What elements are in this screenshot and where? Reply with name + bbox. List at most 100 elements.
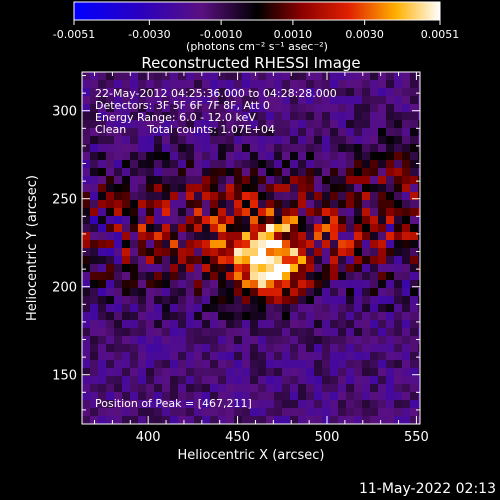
y-tick-label: 200 <box>52 281 77 296</box>
heatmap-cell <box>290 288 299 297</box>
heatmap-cell <box>194 120 203 129</box>
heatmap-cell <box>418 160 420 169</box>
heatmap-cell <box>306 376 315 385</box>
heatmap-cell <box>418 144 420 153</box>
heatmap-cell <box>322 208 331 217</box>
heatmap-cell <box>146 104 155 113</box>
heatmap-cell <box>290 320 299 329</box>
heatmap-cell <box>282 184 291 193</box>
heatmap-cell <box>202 208 211 217</box>
heatmap-cell <box>234 136 243 145</box>
heatmap-cell <box>138 288 147 297</box>
heatmap-cell <box>314 408 323 417</box>
heatmap-cell <box>330 128 339 137</box>
heatmap-cell <box>282 280 291 289</box>
heatmap-cell <box>98 112 107 121</box>
heatmap-cell <box>90 328 99 337</box>
heatmap-cell <box>242 96 251 105</box>
heatmap-cell <box>370 344 379 353</box>
heatmap-cell <box>194 208 203 217</box>
heatmap-cell <box>274 304 283 313</box>
heatmap-cell <box>146 328 155 337</box>
heatmap-cell <box>402 296 411 305</box>
heatmap-cell <box>82 192 91 201</box>
heatmap-cell <box>282 120 291 129</box>
annotation-time-range: 22-May-2012 04:25:36.000 to 04:28:28.000 <box>95 87 337 100</box>
heatmap-cell <box>130 136 139 145</box>
heatmap-cell <box>114 168 123 177</box>
heatmap-cell <box>306 112 315 121</box>
heatmap-cell <box>130 296 139 305</box>
heatmap-cell <box>370 208 379 217</box>
heatmap-cell <box>354 368 363 377</box>
heatmap-cell <box>362 192 371 201</box>
heatmap-cell <box>418 200 420 209</box>
heatmap-cell <box>106 360 115 369</box>
heatmap-cell <box>394 304 403 313</box>
heatmap-cell <box>314 240 323 249</box>
heatmap-cell <box>386 408 395 417</box>
heatmap-cell <box>170 336 179 345</box>
heatmap-cell <box>274 312 283 321</box>
heatmap-cell <box>194 104 203 113</box>
heatmap-cell <box>226 96 235 105</box>
heatmap-cell <box>162 304 171 313</box>
heatmap-cell <box>322 72 331 81</box>
heatmap-cell <box>250 416 259 424</box>
heatmap-cell <box>410 136 419 145</box>
heatmap-cell <box>274 120 283 129</box>
heatmap-cell <box>234 120 243 129</box>
heatmap-cell <box>226 136 235 145</box>
heatmap-cell <box>354 136 363 145</box>
heatmap-cell <box>226 288 235 297</box>
heatmap-cell <box>346 416 355 424</box>
heatmap-cell <box>394 368 403 377</box>
heatmap-cell <box>250 328 259 337</box>
plot-frame <box>81 71 421 425</box>
heatmap-cell <box>186 128 195 137</box>
heatmap-cell <box>354 208 363 217</box>
heatmap-cell <box>210 352 219 361</box>
heatmap-cell <box>114 400 123 409</box>
heatmap-cell <box>298 128 307 137</box>
heatmap-cell <box>314 152 323 161</box>
heatmap-cell <box>274 272 283 281</box>
colorbar-tick-label: -0.0030 <box>128 28 170 41</box>
heatmap-cell <box>354 288 363 297</box>
heatmap-cell <box>378 360 387 369</box>
heatmap-cell <box>210 200 219 209</box>
heatmap-cell <box>306 224 315 233</box>
heatmap-cell <box>306 288 315 297</box>
heatmap-cell <box>362 168 371 177</box>
heatmap-cell <box>122 400 131 409</box>
heatmap-cell <box>226 168 235 177</box>
heatmap-cell <box>98 328 107 337</box>
heatmap-cell <box>362 312 371 321</box>
heatmap-cell <box>186 120 195 129</box>
heatmap-cell <box>378 136 387 145</box>
heatmap-cell <box>410 296 419 305</box>
heatmap-cell <box>106 88 115 97</box>
heatmap-cell <box>90 136 99 145</box>
heatmap-cell <box>210 128 219 137</box>
heatmap-cell <box>314 216 323 225</box>
heatmap-cell <box>378 240 387 249</box>
heatmap-cell <box>186 352 195 361</box>
heatmap-cell <box>234 248 243 257</box>
heatmap-cell <box>322 128 331 137</box>
heatmap-cell <box>402 224 411 233</box>
heatmap-cell <box>386 224 395 233</box>
heatmap-cell <box>410 408 419 417</box>
heatmap-cell <box>122 352 131 361</box>
heatmap-cell <box>90 168 99 177</box>
heatmap-cell <box>354 128 363 137</box>
heatmap-cell <box>234 400 243 409</box>
heatmap-cell <box>218 176 227 185</box>
heatmap-cell <box>202 320 211 329</box>
heatmap-cell <box>338 360 347 369</box>
heatmap-cell <box>114 160 123 169</box>
heatmap-cell <box>114 280 123 289</box>
heatmap-cell <box>370 408 379 417</box>
heatmap-cell <box>170 328 179 337</box>
colorbar-tick-label: 0.0010 <box>274 28 313 41</box>
